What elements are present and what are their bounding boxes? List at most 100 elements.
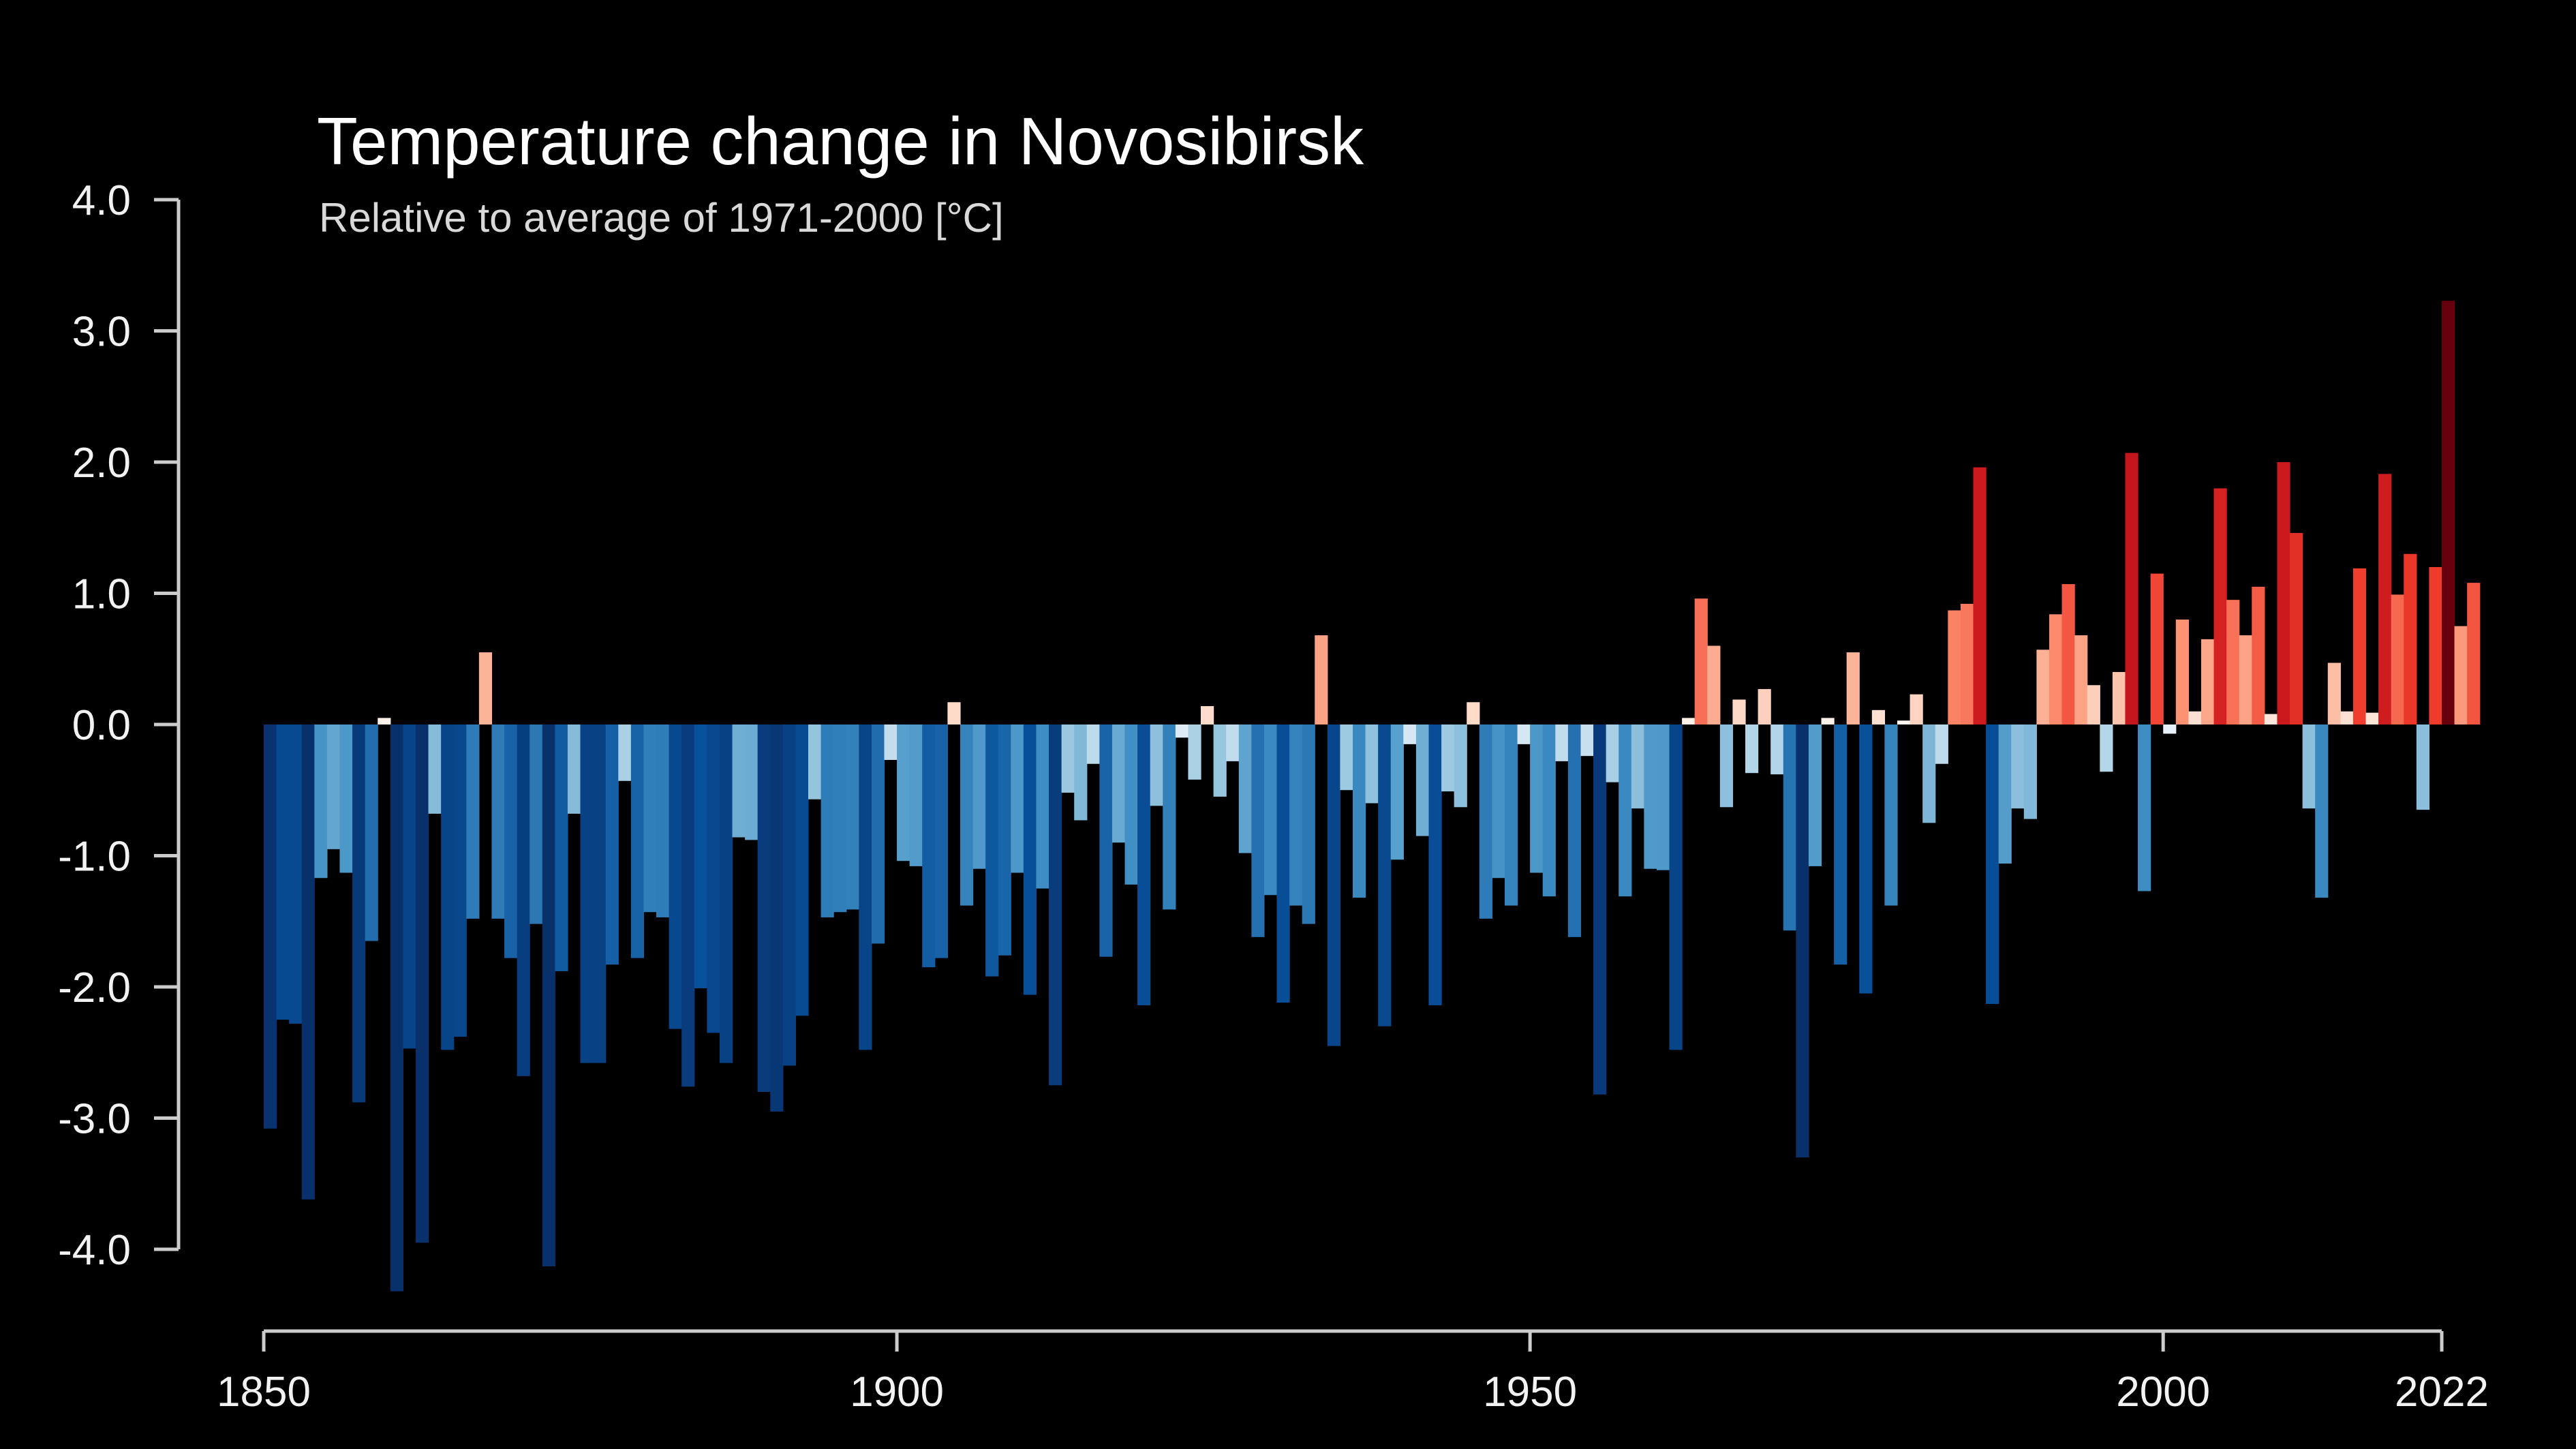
bar-1870 <box>517 724 530 1076</box>
bar-1940 <box>1403 724 1417 744</box>
bar-1913 <box>1061 724 1075 793</box>
bar-1856 <box>339 724 353 873</box>
bar-1874 <box>567 724 581 814</box>
bar-1908 <box>998 724 1011 956</box>
bar-2011 <box>2302 724 2316 809</box>
bar-1985 <box>1973 467 1987 724</box>
y-tick-label: 0.0 <box>72 702 131 749</box>
bar-1984 <box>1960 603 1974 724</box>
bar-1939 <box>1390 724 1404 860</box>
bar-1898 <box>871 724 885 944</box>
bar-1868 <box>491 724 505 919</box>
bar-1850 <box>264 724 277 1129</box>
bar-1943 <box>1441 724 1455 792</box>
bar-1944 <box>1454 724 1467 808</box>
bar-1910 <box>1023 724 1037 995</box>
bar-2006 <box>2239 635 2252 724</box>
bar-1875 <box>580 724 594 1063</box>
bar-2008 <box>2264 714 2278 724</box>
bar-1935 <box>1340 724 1353 791</box>
bar-1983 <box>1948 610 1961 724</box>
bar-1881 <box>656 724 670 917</box>
bar-1994 <box>2087 685 2100 724</box>
bar-1884 <box>694 724 707 988</box>
bar-1863 <box>428 724 442 814</box>
bar-1932 <box>1302 724 1315 924</box>
bar-1936 <box>1353 724 1366 898</box>
bar-1877 <box>605 724 619 965</box>
bar-1998 <box>2138 724 2151 891</box>
y-tick-label: 4.0 <box>72 177 131 224</box>
bar-1946 <box>1479 724 1492 919</box>
bar-2004 <box>2213 488 2227 724</box>
bar-1912 <box>1049 724 1062 1086</box>
bar-1997 <box>2125 453 2138 724</box>
bar-1988 <box>2011 724 2025 809</box>
bar-1929 <box>1263 724 1278 896</box>
bar-1993 <box>2074 635 2088 724</box>
bar-1969 <box>1770 724 1784 775</box>
bar-1916 <box>1099 724 1113 957</box>
bar-1982 <box>1935 724 1948 764</box>
bar-2022 <box>2442 301 2455 725</box>
bar-1883 <box>681 724 695 1087</box>
bar-2001 <box>2175 620 2189 724</box>
bar-1938 <box>1378 724 1392 1026</box>
bar-2003 <box>2201 639 2215 724</box>
bar-2005 <box>2226 600 2240 725</box>
bar-1901 <box>909 724 923 866</box>
bar-1978 <box>1884 724 1898 906</box>
bar-1892 <box>795 724 809 1016</box>
bar-1855 <box>326 724 341 849</box>
x-tick-label: 1900 <box>850 1369 944 1416</box>
bar-1920 <box>1150 724 1163 806</box>
bar-1888 <box>745 724 758 840</box>
bar-2024 <box>2467 583 2481 724</box>
bar-1954 <box>1580 724 1594 757</box>
x-tick-label: 1850 <box>217 1369 311 1416</box>
bar-1857 <box>352 724 366 1103</box>
bar-1867 <box>478 652 493 725</box>
bar-1960 <box>1656 724 1670 870</box>
bar-1904 <box>947 702 961 724</box>
bar-1948 <box>1504 724 1518 906</box>
bar-1862 <box>415 724 429 1243</box>
bar-1996 <box>2112 672 2126 724</box>
bar-2016 <box>2365 712 2379 724</box>
bar-1873 <box>555 724 568 971</box>
bar-1989 <box>2023 724 2037 819</box>
bar-1961 <box>1669 724 1683 1050</box>
bar-2009 <box>2277 462 2290 724</box>
bar-1893 <box>808 724 822 799</box>
bar-1860 <box>390 724 403 1292</box>
bar-1882 <box>669 724 682 1029</box>
bar-1851 <box>276 724 290 1020</box>
bar-2000 <box>2163 724 2177 734</box>
bar-1934 <box>1327 724 1341 1046</box>
bar-1876 <box>593 724 607 1063</box>
bar-1955 <box>1593 724 1607 1095</box>
bar-1925 <box>1213 724 1227 797</box>
bar-1942 <box>1428 724 1442 1005</box>
y-tick-label: 1.0 <box>72 571 131 618</box>
bar-1952 <box>1555 724 1569 761</box>
bar-1928 <box>1251 724 1265 937</box>
bar-2014 <box>2340 711 2354 724</box>
bar-1976 <box>1859 724 1873 994</box>
y-tick-label: -1.0 <box>58 834 131 881</box>
bar-1981 <box>1922 724 1936 823</box>
bar-1987 <box>1998 724 2012 864</box>
bar-1973 <box>1821 718 1835 725</box>
bar-1864 <box>441 724 455 1050</box>
bar-1962 <box>1682 718 1696 725</box>
bar-1905 <box>960 724 974 906</box>
bar-1972 <box>1808 724 1822 866</box>
bar-1947 <box>1492 724 1505 879</box>
bar-2012 <box>2315 724 2329 898</box>
bar-1975 <box>1846 652 1860 725</box>
bar-1924 <box>1201 706 1214 724</box>
bar-1970 <box>1783 724 1796 931</box>
bar-1899 <box>884 724 898 760</box>
x-axis: 1850 1900 1950 2000 2022 <box>217 1329 2489 1416</box>
